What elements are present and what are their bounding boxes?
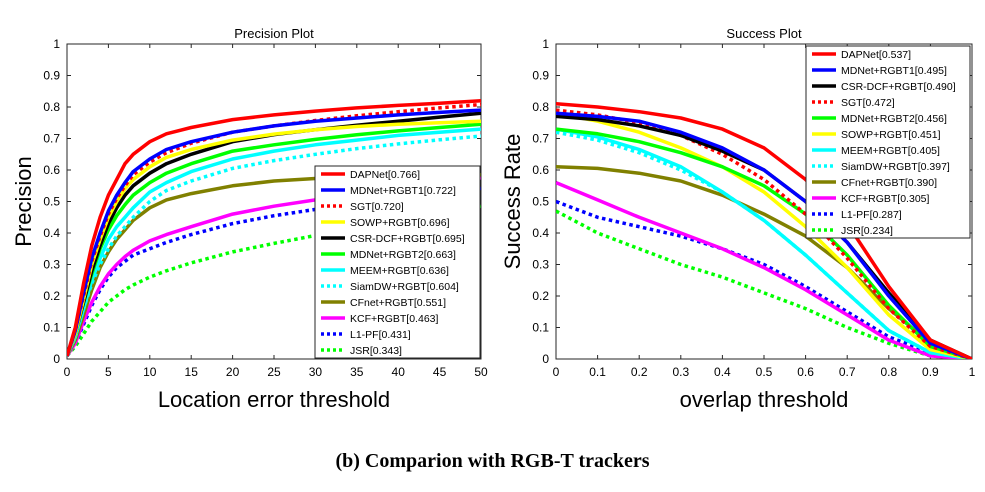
y-tick-label: 1 — [53, 37, 60, 51]
legend-label: KCF+RGBT[0.305] — [841, 193, 929, 205]
series-line — [67, 127, 481, 357]
legend-label: MEEM+RGBT[0.405] — [841, 145, 940, 157]
x-tick-label: 40 — [392, 365, 406, 379]
x-tick-label: 0.4 — [714, 365, 731, 379]
x-tick-label: 0 — [64, 365, 71, 379]
series-line — [556, 127, 972, 359]
y-tick-label: 0.1 — [532, 321, 549, 335]
y-tick-label: 0.4 — [532, 226, 549, 240]
legend-label: MEEM+RGBT[0.636] — [350, 265, 449, 277]
x-tick-label: 1 — [969, 365, 976, 379]
legend-label: L1-PF[0.287] — [841, 209, 902, 221]
x-tick-label: 15 — [185, 365, 199, 379]
legend-label: MDNet+RGBT1[0.722] — [350, 185, 456, 197]
legend-label: KCF+RGBT[0.463] — [350, 313, 438, 325]
y-tick-label: 0.3 — [43, 258, 60, 272]
legend-label: DAPNet[0.537] — [841, 49, 911, 61]
chart-panel-2: 0 0.1 0.2 0.3 0.4 0.5 0.6 0.7 0.8 0.9 1 0 0.1 0.2 0.3 0… — [500, 26, 976, 412]
legend-box — [805, 45, 971, 239]
y-tick-label: 0 — [53, 352, 60, 366]
y-tick-label: 1 — [542, 37, 549, 51]
y-tick-label: 0.4 — [43, 226, 60, 240]
legend-label: SOWP+RGBT[0.696] — [350, 217, 450, 229]
x-tick-label: 0.8 — [880, 365, 897, 379]
y-tick-label: 0.6 — [43, 163, 60, 177]
x-tick-label: 0.2 — [631, 365, 648, 379]
legend-label: SiamDW+RGBT[0.397] — [841, 161, 950, 173]
figure-caption: (b) Comparion with RGB-T trackers — [335, 450, 650, 472]
x-tick-label: 10 — [143, 365, 157, 379]
x-tick-label: 0.9 — [922, 365, 939, 379]
y-axis-label: Precision — [11, 156, 36, 246]
series-line — [67, 108, 481, 357]
series-line — [556, 199, 972, 359]
series-group — [67, 98, 481, 358]
x-tick-label: 0.7 — [839, 365, 856, 379]
legend: DAPNet[0.537] MDNet+RGBT1[0.495] CSR-DCF+R… — [805, 45, 971, 239]
legend-label: DAPNet[0.766] — [350, 169, 420, 181]
series-line — [556, 130, 972, 359]
y-tick-label: 0.1 — [43, 321, 60, 335]
series-group — [556, 102, 972, 359]
series-line — [556, 111, 972, 359]
x-tick-label: 0.5 — [756, 365, 773, 379]
legend-label: CFnet+RGBT[0.551] — [350, 297, 446, 309]
y-tick-label: 0.7 — [532, 132, 549, 146]
y-tick-label: 0.8 — [43, 100, 60, 114]
series-line — [556, 180, 972, 359]
x-tick-label: 30 — [309, 365, 323, 379]
legend: DAPNet[0.766] MDNet+RGBT1[0.722] SGT[0.720… — [314, 165, 481, 359]
y-tick-label: 0.5 — [43, 195, 60, 209]
y-tick-label: 0.6 — [532, 163, 549, 177]
legend-label: SGT[0.720] — [350, 201, 404, 213]
legend-label: SGT[0.472] — [841, 97, 895, 109]
legend-label: MDNet+RGBT2[0.663] — [350, 249, 456, 261]
chart-panel-1: 0 5 10 15 20 25 30 35 40 45 50 0 0.1 0.2 0.3 0.4 0.5 0.6 0… — [11, 26, 488, 412]
series-line — [556, 102, 972, 359]
x-tick-label: 20 — [226, 365, 240, 379]
x-tick-label: 50 — [474, 365, 488, 379]
legend-label: CSR-DCF+RGBT[0.695] — [350, 233, 465, 245]
legend-label: MDNet+RGBT1[0.495] — [841, 65, 947, 77]
legend-label: JSR[0.234] — [841, 225, 893, 237]
chart-title: Success Plot — [726, 26, 802, 41]
legend-label: SiamDW+RGBT[0.604] — [350, 281, 459, 293]
x-tick-label: 0 — [553, 365, 560, 379]
y-axis-label: Success Rate — [500, 134, 525, 270]
series-line — [67, 102, 481, 357]
y-tick-label: 0.2 — [43, 289, 60, 303]
y-tick-label: 0.9 — [43, 69, 60, 83]
y-tick-label: 0.8 — [532, 100, 549, 114]
legend-label: JSR[0.343] — [350, 345, 402, 357]
series-line — [556, 127, 972, 359]
x-tick-label: 35 — [350, 365, 364, 379]
y-tick-label: 0.3 — [532, 258, 549, 272]
x-tick-label: 45 — [433, 365, 447, 379]
x-axis-label: overlap threshold — [680, 387, 849, 412]
y-tick-label: 0.2 — [532, 289, 549, 303]
legend-box — [314, 165, 481, 359]
y-tick-label: 0.9 — [532, 69, 549, 83]
legend-label: SOWP+RGBT[0.451] — [841, 129, 941, 141]
legend-label: L1-PF[0.431] — [350, 329, 411, 341]
chart-title: Precision Plot — [234, 26, 314, 41]
series-line — [67, 98, 481, 357]
y-tick-label: 0.5 — [532, 195, 549, 209]
y-tick-label: 0 — [542, 352, 549, 366]
series-line — [556, 111, 972, 359]
x-tick-label: 0.3 — [672, 365, 689, 379]
y-tick-label: 0.7 — [43, 132, 60, 146]
x-axis-label: Location error threshold — [158, 387, 390, 412]
legend-label: CSR-DCF+RGBT[0.490] — [841, 81, 956, 93]
series-line — [67, 134, 481, 357]
legend-label: MDNet+RGBT2[0.456] — [841, 113, 947, 125]
legend-label: CFnet+RGBT[0.390] — [841, 177, 937, 189]
series-line — [556, 209, 972, 359]
x-tick-label: 0.1 — [589, 365, 606, 379]
x-tick-label: 0.6 — [797, 365, 814, 379]
x-tick-label: 5 — [105, 365, 112, 379]
x-tick-label: 25 — [267, 365, 281, 379]
